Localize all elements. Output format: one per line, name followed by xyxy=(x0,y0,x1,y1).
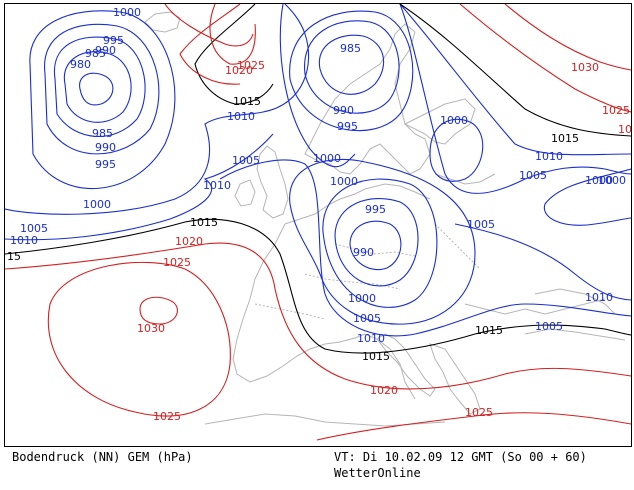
isobar-label: 1020 xyxy=(370,384,398,397)
isobar-label: 1025 xyxy=(237,59,265,72)
isobar-995-central xyxy=(334,198,419,287)
isobar-label: 990 xyxy=(353,246,374,259)
isobar-990-central xyxy=(349,220,402,270)
isobar-label: 1005 xyxy=(232,154,260,167)
isobar-labels: 1000995990985980985990995100010051010101… xyxy=(7,6,631,423)
isobar-label: 1000 xyxy=(348,292,376,305)
isobar-1015-main xyxy=(5,218,631,354)
isobar-1010-central xyxy=(219,159,631,337)
isobar-1015-east xyxy=(399,4,631,137)
pressure-map-canvas: 1000995990985980985990995100010051010101… xyxy=(5,4,631,441)
isobar-label: 1020 xyxy=(225,64,253,77)
isobar-985-north xyxy=(318,34,384,95)
isobar-label: 1005 xyxy=(535,320,563,333)
isobar-label: 995 xyxy=(337,120,358,133)
isobar-990-north xyxy=(304,20,400,114)
isobar-1030-north xyxy=(164,4,254,47)
isobar-990-west xyxy=(53,36,146,137)
pressure-map: 1000 995 990 985 980 985 990 995 1000 1005 1010 101… xyxy=(4,3,632,447)
isobar-label: 1025 xyxy=(163,256,191,269)
isobar-1000-north xyxy=(279,4,356,168)
isobar-1010-east xyxy=(399,4,631,156)
isobar-1015-north xyxy=(194,4,274,105)
isobar-label: 985 xyxy=(85,47,106,60)
valid-time: VT: Di 10.02.09 12 GMT (So 00 + 60) xyxy=(334,450,587,464)
isobar-1000-west xyxy=(29,10,176,189)
isobar-1020-main xyxy=(5,242,631,390)
isobar-label: 985 xyxy=(92,127,113,140)
isobar-label: 1000 xyxy=(83,198,111,211)
isobar-label: 1020 xyxy=(175,235,203,248)
isobar-label: 990 xyxy=(95,44,116,57)
isobar-label: 1015 xyxy=(551,132,579,145)
isobar-label: 15 xyxy=(7,250,21,263)
isobar-label: 980 xyxy=(70,58,91,71)
isobar-label: 1010 xyxy=(357,332,385,345)
map-footer: Bodendruck (NN) GEM (hPa) VT: Di 10.02.0… xyxy=(4,446,632,490)
isobar-985-west xyxy=(63,51,132,123)
isobar-label: 1030 xyxy=(571,61,599,74)
isobar-label: 1030 xyxy=(137,322,165,335)
isobar-label: 1000 xyxy=(585,174,613,187)
isobar-label: 1000 xyxy=(113,6,141,19)
isobar-label: 1015 xyxy=(475,324,503,337)
isobar-980-west xyxy=(79,72,114,106)
isobar-1025-north xyxy=(209,4,256,65)
isobar-label: 10 xyxy=(618,123,631,136)
isobar-label: 1010 xyxy=(203,179,231,192)
isobar-1030-sw xyxy=(139,296,178,325)
isobar-label: 1005 xyxy=(353,312,381,325)
isobar-label: 990 xyxy=(95,141,116,154)
isobar-label: 1015 xyxy=(190,216,218,229)
isobar-1025-ne xyxy=(459,4,631,113)
isobar-label: 1025 xyxy=(602,104,630,117)
brand-name: WetterOnline xyxy=(334,466,421,480)
isobar-label: 985 xyxy=(340,42,361,55)
isobar-label: 1000 xyxy=(598,174,626,187)
map-title: Bodendruck (NN) GEM (hPa) xyxy=(12,450,193,464)
isobar-label: 1010 xyxy=(585,291,613,304)
isobar-1010-west xyxy=(5,133,274,241)
isobar-1030-ne xyxy=(504,4,631,71)
isobar-1000-baltic xyxy=(429,118,484,182)
isobar-label: 1025 xyxy=(465,406,493,419)
isobar-1000-eastedge xyxy=(543,168,631,226)
isobar-label: 1000 xyxy=(440,114,468,127)
isobar-1005-west xyxy=(5,4,310,215)
isobar-label: 1010 xyxy=(10,234,38,247)
isobar-label: 995 xyxy=(95,158,116,171)
isobar-label: 1005 xyxy=(467,218,495,231)
isobar-label: 1025 xyxy=(153,410,181,423)
isobar-label: 1000 xyxy=(313,152,341,165)
isobar-label: 1015 xyxy=(362,350,390,363)
isobar-995-north xyxy=(289,10,414,132)
isobar-label: 1010 xyxy=(535,150,563,163)
isobar-1005-central xyxy=(289,159,476,325)
isobar-995-west xyxy=(44,23,160,155)
isobar-1005-southeast xyxy=(454,223,631,301)
isobar-1000-central xyxy=(322,178,438,308)
isobar-1020-north xyxy=(179,4,241,85)
isobar-label: 990 xyxy=(333,104,354,117)
isobar-1005-east xyxy=(399,4,631,194)
isobar-label: 995 xyxy=(103,34,124,47)
isobar-label: 1005 xyxy=(519,169,547,182)
isobar-1025-south xyxy=(316,412,631,441)
isobar-label: 1005 xyxy=(20,222,48,235)
isobar-label: 995 xyxy=(365,203,386,216)
isobar-1025-sw xyxy=(47,261,231,417)
isobar-label: 1010 xyxy=(227,110,255,123)
isobar-label: 1000 xyxy=(330,175,358,188)
isobar-label: 1015 xyxy=(233,95,261,108)
